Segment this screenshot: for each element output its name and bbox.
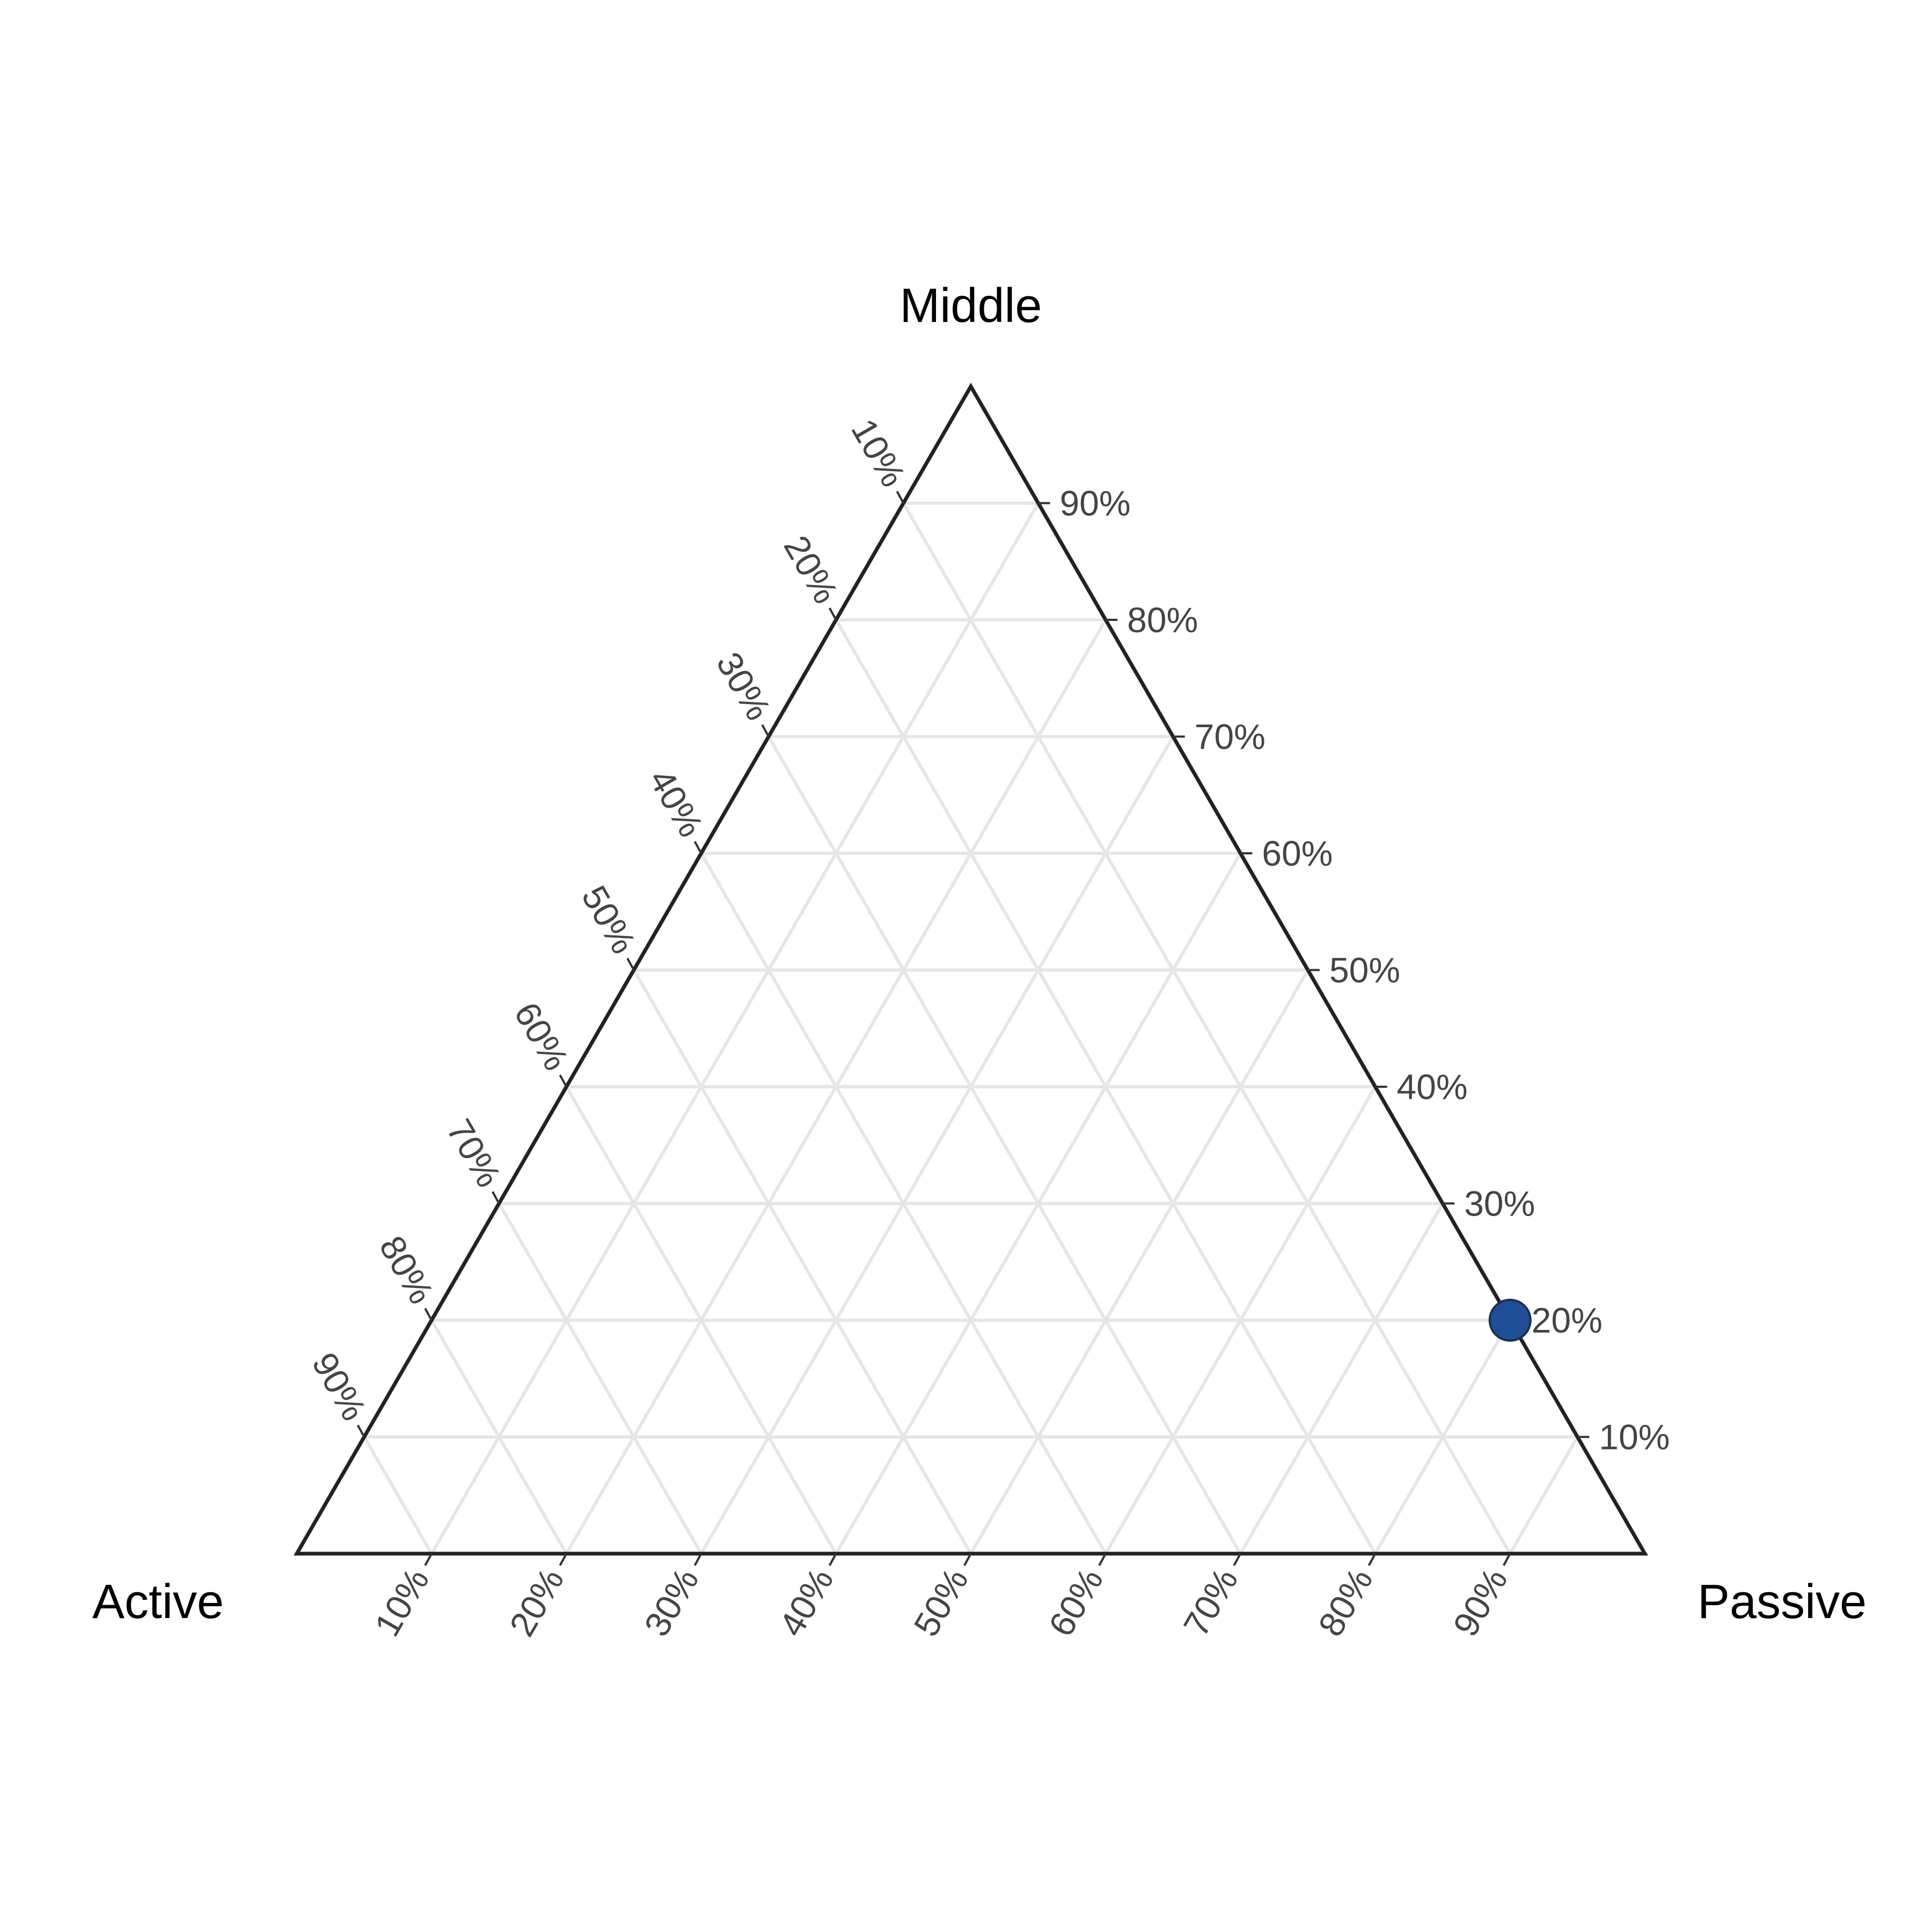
tick-mark-passive <box>1233 1553 1242 1566</box>
tick-label-passive: 20% <box>501 1562 571 1643</box>
tick-mark-passive <box>424 1553 433 1566</box>
grid-lines <box>363 501 1579 1555</box>
grid-line-passive <box>1509 1436 1579 1555</box>
tick-label-active: 50% <box>574 879 644 960</box>
tick-label-passive: 60% <box>1041 1562 1110 1643</box>
data-point <box>1488 1299 1532 1342</box>
tick-label-passive: 30% <box>636 1562 706 1643</box>
grid-line-passive <box>969 969 1309 1555</box>
tick-label-middle: 70% <box>1195 717 1265 757</box>
tick-label-passive: 90% <box>1445 1562 1515 1643</box>
tick-label-active: 90% <box>304 1346 374 1427</box>
grid-line-passive <box>1239 1202 1444 1555</box>
tick-label-middle: 30% <box>1464 1184 1535 1224</box>
tick-label-middle: 50% <box>1329 950 1400 990</box>
tick-mark-passive <box>963 1553 972 1566</box>
tick-mark-active <box>356 1424 365 1438</box>
tick-label-middle: 40% <box>1397 1067 1468 1107</box>
tick-mark-active <box>761 724 770 737</box>
tick-mark-passive <box>559 1553 568 1566</box>
tick-label-active: 30% <box>709 646 779 727</box>
tick-mark-passive <box>829 1553 837 1566</box>
tick-marks <box>356 491 1590 1566</box>
tick-label-active: 20% <box>777 529 846 610</box>
axis-title-active: Active <box>92 1575 224 1629</box>
tick-mark-active <box>424 1308 433 1321</box>
tick-mark-passive <box>1367 1553 1377 1566</box>
tick-label-passive: 70% <box>1175 1562 1245 1643</box>
grid-line-active <box>363 1436 433 1555</box>
grid-line-active <box>565 1086 838 1555</box>
grid-line-passive <box>1374 1319 1512 1555</box>
tick-mark-active <box>829 608 837 620</box>
tick-label-passive: 50% <box>906 1562 976 1643</box>
grid-line-active <box>902 502 1512 1555</box>
tick-label-middle: 20% <box>1532 1300 1602 1340</box>
grid-line-active <box>767 735 1242 1555</box>
grid-line-passive <box>430 502 1040 1555</box>
data-points <box>1488 1299 1532 1342</box>
tick-label-active: 80% <box>372 1229 442 1310</box>
tick-label-active: 60% <box>507 996 576 1077</box>
tick-label-middle: 10% <box>1599 1417 1670 1457</box>
grid-line-active <box>632 969 972 1555</box>
tick-mark-active <box>626 957 635 971</box>
tick-mark-active <box>559 1074 568 1087</box>
tick-label-passive: 80% <box>1311 1562 1380 1643</box>
tick-labels: 10% 20% 30% 40% 50% 60% 70% 80% 90% 10% 20% 30% 40% 5… <box>304 412 1670 1643</box>
grid-line-passive <box>700 735 1175 1555</box>
tick-label-middle: 90% <box>1060 484 1131 523</box>
tick-mark-passive <box>693 1553 702 1566</box>
tick-mark-active <box>492 1191 500 1204</box>
tick-mark-passive <box>1098 1553 1107 1566</box>
tick-label-passive: 40% <box>771 1562 841 1643</box>
tick-label-middle: 80% <box>1127 600 1198 640</box>
grid-line-passive <box>1104 1086 1377 1555</box>
grid-line-active <box>497 1202 703 1555</box>
tick-mark-active <box>693 841 702 854</box>
tick-label-passive: 10% <box>367 1562 436 1643</box>
tick-label-active: 10% <box>844 412 913 493</box>
grid-line-active <box>430 1319 568 1555</box>
tick-label-middle: 60% <box>1262 833 1333 873</box>
axis-title-passive: Passive <box>1697 1575 1867 1629</box>
tick-mark-passive <box>1503 1553 1511 1566</box>
tick-label-active: 40% <box>641 762 711 843</box>
axis-title-middle: Middle <box>899 279 1042 333</box>
tick-label-active: 70% <box>440 1113 509 1194</box>
tick-mark-active <box>896 491 905 504</box>
